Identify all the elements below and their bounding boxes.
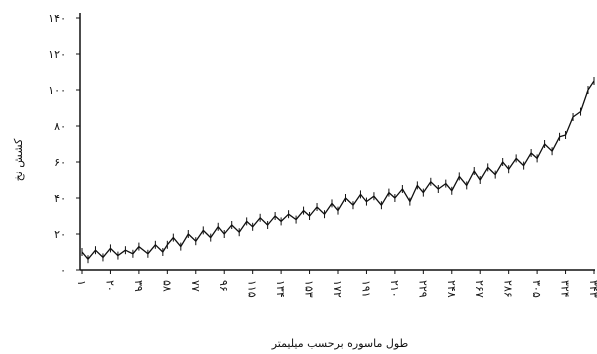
x-tick-label: ۳۹ [132, 280, 145, 292]
y-ticks: ۰ ۲۰ ۴۰ ۶۰ ۸۰ ۱۰۰ ۱۲۰ ۱۴۰ [48, 12, 80, 277]
y-tick-label: ۶۰ [54, 156, 66, 169]
x-tick-label: ۱۳۴ [274, 280, 287, 298]
y-tick-label: ۲۰ [54, 228, 66, 241]
y-tick-label: ۰ [60, 264, 66, 277]
x-tick-label: ۳۲۴ [559, 280, 572, 298]
x-tick-label: ۲۱۰ [388, 280, 401, 298]
x-axis-title: طول ماسوره برحسب میلیمتر [271, 337, 409, 350]
series-group [81, 77, 595, 264]
y-tick-label: ۸۰ [54, 120, 66, 133]
x-tick-label: ۳۰۵ [530, 280, 543, 298]
x-tick-label: ۱۹۱ [359, 280, 372, 298]
x-ticks: ۱ ۲۰ ۳۹ ۵۸ ۷۷ ۹۶ ۱۱۵ ۱۳۴ ۱۵۳ ۱۷۲ ۱۹۱ ۲۱۰ ۲۲۹ ۲۴۸ ۲۶۷ ۲۸… [75, 270, 597, 298]
y-tick-label: ۱۲۰ [48, 48, 66, 61]
chart-axes [79, 13, 595, 271]
x-tick-label: ۱ [75, 280, 88, 286]
x-tick-label: ۳۴۳ [587, 280, 597, 298]
x-tick-label: ۷۷ [189, 280, 202, 292]
x-tick-label: ۲۰ [103, 280, 116, 292]
y-tick-label: ۱۰۰ [48, 84, 66, 97]
x-tick-label: ۲۲۹ [416, 280, 429, 298]
x-tick-label: ۵۸ [160, 280, 173, 292]
series-line [81, 80, 595, 260]
y-axis-title: کشش نخ [12, 138, 25, 181]
x-tick-label: ۱۵۳ [303, 280, 316, 298]
x-tick-label: ۱۱۵ [246, 280, 259, 298]
y-tick-label: ۴۰ [54, 192, 66, 205]
x-tick-label: ۹۶ [217, 280, 230, 292]
x-tick-label: ۱۷۲ [331, 280, 344, 298]
y-tick-label: ۱۴۰ [48, 12, 66, 25]
x-tick-label: ۲۸۶ [502, 280, 515, 298]
x-tick-label: ۲۶۷ [473, 280, 486, 298]
x-tick-label: ۲۴۸ [445, 280, 458, 298]
